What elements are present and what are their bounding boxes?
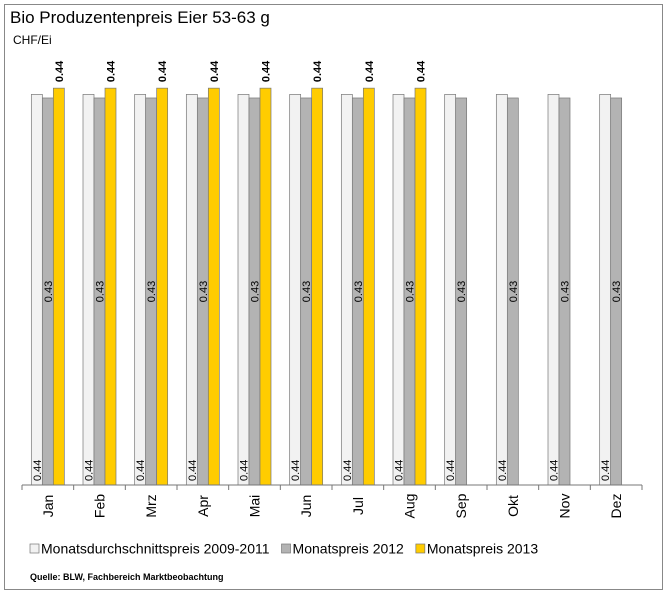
bar [52, 87, 65, 486]
value-label: 0.43 [301, 281, 313, 302]
value-label: 0.44 [32, 460, 44, 481]
x-tick-label: Okt [505, 495, 521, 517]
value-label: 0.44 [497, 460, 509, 481]
chart-title: Bio Produzentenpreis Eier 53-63 g [10, 8, 270, 27]
bar [495, 94, 508, 486]
x-tick-label: Apr [195, 495, 211, 517]
x-tick-label: Jul [350, 497, 366, 515]
bar [414, 87, 427, 486]
bar [340, 94, 353, 486]
x-tick-label: Nov [557, 494, 573, 519]
bar [311, 87, 324, 486]
value-label: 0.44 [290, 460, 302, 481]
value-label: 0.44 [312, 60, 324, 82]
value-label: 0.44 [416, 60, 428, 82]
value-label: 0.44 [549, 460, 561, 481]
value-label: 0.44 [187, 460, 199, 481]
value-label: 0.44 [600, 460, 612, 481]
x-tick-label: Mai [247, 495, 263, 518]
legend-label: Monatspreis 2012 [293, 541, 405, 557]
bar [599, 94, 612, 486]
bar [444, 94, 457, 486]
legend-label: Monatsdurchschnittspreis 2009-2011 [41, 541, 270, 557]
value-label: 0.44 [54, 60, 66, 82]
value-label: 0.44 [135, 460, 147, 481]
value-label: 0.44 [157, 60, 169, 82]
value-label: 0.44 [445, 460, 457, 481]
bar [259, 87, 272, 486]
bar [392, 94, 405, 486]
value-label: 0.43 [95, 281, 107, 302]
value-label: 0.43 [508, 281, 520, 302]
value-label: 0.44 [394, 460, 406, 481]
x-tick-label: Jun [298, 495, 314, 518]
bar [547, 94, 560, 486]
value-label: 0.44 [364, 60, 376, 82]
value-label: 0.43 [43, 281, 55, 302]
bar [104, 87, 117, 486]
legend-label: Monatspreis 2013 [427, 541, 539, 557]
legend-swatch [415, 543, 426, 554]
value-label: 0.43 [146, 281, 158, 302]
value-label: 0.44 [261, 60, 273, 82]
value-label: 0.44 [209, 60, 221, 82]
y-unit: CHF/Ei [13, 33, 52, 47]
bar [156, 87, 169, 486]
legend-swatch [29, 543, 40, 554]
value-label: 0.44 [106, 60, 118, 82]
bar [134, 94, 147, 486]
value-label: 0.44 [84, 460, 96, 481]
bar [185, 94, 198, 486]
x-tick-label: Feb [92, 494, 108, 518]
x-tick-label: Sep [453, 493, 469, 518]
bar [289, 94, 302, 486]
bar [207, 87, 220, 486]
source: Quelle: BLW, Fachbereich Marktbeobachtun… [30, 572, 224, 582]
bar [30, 94, 43, 486]
value-label: 0.43 [560, 281, 572, 302]
bar [237, 94, 250, 486]
bar [362, 87, 375, 486]
x-tick-label: Jan [40, 495, 56, 518]
legend-swatch [281, 543, 291, 554]
value-label: 0.43 [250, 281, 262, 302]
value-label: 0.43 [405, 281, 417, 302]
bar [82, 94, 95, 486]
value-label: 0.43 [611, 281, 623, 302]
value-label: 0.43 [353, 281, 365, 302]
value-label: 0.44 [342, 460, 354, 481]
x-tick-label: Aug [402, 494, 418, 519]
x-tick-label: Mrz [143, 494, 159, 517]
x-tick-label: Dez [608, 494, 624, 519]
value-label: 0.44 [239, 460, 251, 481]
value-label: 0.43 [198, 281, 210, 302]
value-label: 0.43 [456, 281, 468, 302]
